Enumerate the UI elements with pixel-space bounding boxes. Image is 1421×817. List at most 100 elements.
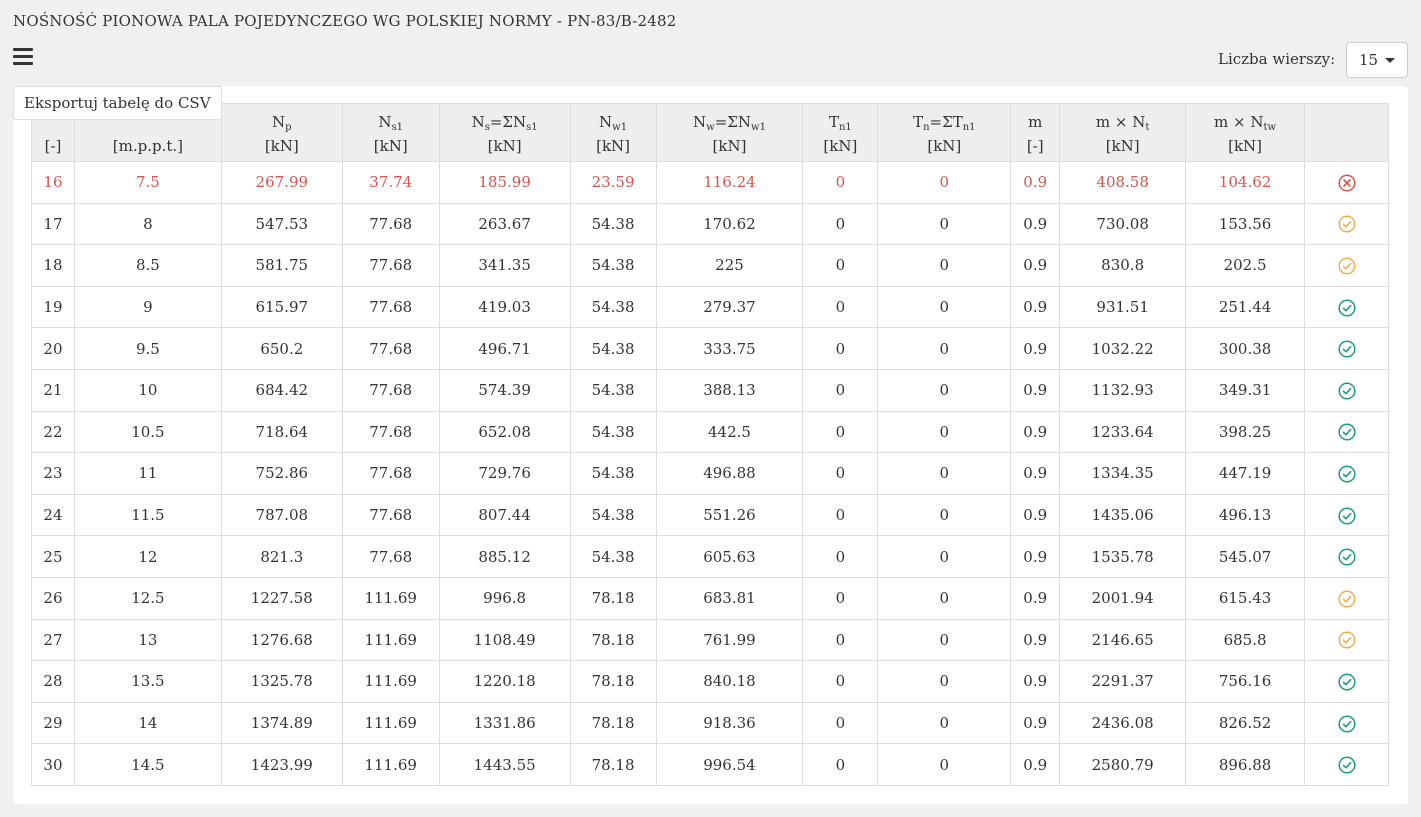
status-ok-check-icon — [1337, 464, 1356, 483]
table-cell: 0.9 — [1010, 285, 1061, 329]
table-cell: 931.51 — [1059, 285, 1187, 329]
table-cell: 496.13 — [1185, 493, 1306, 537]
table-cell: 54.38 — [569, 327, 657, 370]
status-ok-check-icon — [1337, 298, 1356, 317]
table-cell: 787.08 — [220, 493, 343, 537]
table-cell: 0 — [802, 244, 879, 287]
status-cell — [1304, 576, 1389, 620]
status-cell — [1304, 743, 1389, 786]
table-cell: 225 — [655, 244, 804, 287]
table-cell: 0 — [802, 743, 879, 786]
table-cell: 14.5 — [73, 743, 222, 786]
table-cell: 615.97 — [220, 285, 343, 329]
table-cell: 0 — [877, 202, 1012, 246]
table-cell: 153.56 — [1185, 202, 1306, 246]
table-cell: 279.37 — [655, 285, 804, 329]
table-cell: 54.38 — [569, 202, 657, 246]
table-cell: 37.74 — [341, 161, 440, 204]
table-cell: 756.16 — [1185, 660, 1306, 703]
table-cell: 2291.37 — [1059, 660, 1187, 703]
table-cell: 615.43 — [1185, 576, 1306, 620]
status-cell — [1304, 535, 1389, 578]
table-cell: 26 — [31, 576, 75, 620]
table-cell: 20 — [31, 327, 75, 370]
table-cell: 77.68 — [341, 327, 440, 370]
table-cell: 111.69 — [341, 618, 440, 662]
column-header: Tn=ΣTn1 [kN] — [877, 103, 1012, 162]
table-cell: 0.9 — [1010, 410, 1061, 454]
table-cell: 24 — [31, 493, 75, 537]
rows-per-page-select[interactable]: 15 — [1346, 42, 1408, 78]
table-cell: 333.75 — [655, 327, 804, 370]
table-cell: 0.9 — [1010, 202, 1061, 246]
table-cell: 0 — [802, 493, 879, 537]
status-cell — [1304, 285, 1389, 329]
table-cell: 54.38 — [569, 244, 657, 287]
table-cell: 0 — [877, 452, 1012, 495]
column-header-unit: [kN] — [712, 136, 747, 155]
status-cell — [1304, 327, 1389, 370]
table-cell: 545.07 — [1185, 535, 1306, 578]
status-cell — [1304, 660, 1389, 703]
table-cell: 605.63 — [655, 535, 804, 578]
table-cell: 23.59 — [569, 161, 657, 204]
table-cell: 0 — [802, 161, 879, 204]
table-cell: 7.5 — [73, 161, 222, 204]
status-ok-check-icon — [1337, 672, 1356, 691]
table-cell: 9 — [73, 285, 222, 329]
table-cell: 0.9 — [1010, 493, 1061, 537]
hamburger-menu-icon[interactable] — [13, 48, 33, 68]
page-title: NOŚNOŚĆ PIONOWA PALA POJEDYNCZEGO WG POL… — [13, 12, 677, 30]
table-cell: 77.68 — [341, 368, 440, 412]
table-cell: 30 — [31, 743, 75, 786]
status-cell — [1304, 368, 1389, 412]
table-cell: 398.25 — [1185, 410, 1306, 454]
table-cell: 54.38 — [569, 410, 657, 454]
column-header: Ns=ΣNs1 [kN] — [438, 103, 571, 162]
column-header-symbol: Nw1 — [599, 112, 628, 133]
column-header — [1304, 103, 1389, 162]
table-cell: 0 — [802, 618, 879, 662]
table-cell: 0 — [802, 327, 879, 370]
table-cell: 1423.99 — [220, 743, 343, 786]
table-cell: 12 — [73, 535, 222, 578]
column-header: m [-] — [1010, 103, 1061, 162]
table-cell: 807.44 — [438, 493, 571, 537]
table-cell: 0 — [877, 285, 1012, 329]
table-cell: 683.81 — [655, 576, 804, 620]
table-cell: 11.5 — [73, 493, 222, 537]
table-cell: 1032.22 — [1059, 327, 1187, 370]
column-header-symbol: Tn=ΣTn1 — [913, 112, 976, 133]
table-cell: 1227.58 — [220, 576, 343, 620]
table-cell: 349.31 — [1185, 368, 1306, 412]
status-cell — [1304, 244, 1389, 287]
table-cell: 104.62 — [1185, 161, 1306, 204]
status-cell — [1304, 493, 1389, 537]
table-cell: 0.9 — [1010, 535, 1061, 578]
table-cell: 78.18 — [569, 701, 657, 745]
table-cell: 0 — [802, 368, 879, 412]
table-cell: 1276.68 — [220, 618, 343, 662]
table-cell: 896.88 — [1185, 743, 1306, 786]
status-ok-check-icon — [1337, 714, 1356, 733]
table-cell: 77.68 — [341, 535, 440, 578]
table-cell: 0 — [877, 618, 1012, 662]
table-cell: 1132.93 — [1059, 368, 1187, 412]
table-cell: 0.9 — [1010, 743, 1061, 786]
column-header-unit: [kN] — [927, 136, 962, 155]
table-cell: 840.18 — [655, 660, 804, 703]
table-cell: 2436.08 — [1059, 701, 1187, 745]
table-cell: 2001.94 — [1059, 576, 1187, 620]
table-cell: 574.39 — [438, 368, 571, 412]
column-header-symbol: m × Nt — [1095, 112, 1150, 133]
table-cell: 0.9 — [1010, 368, 1061, 412]
table-cell: 0 — [877, 161, 1012, 204]
table-cell: 251.44 — [1185, 285, 1306, 329]
status-error-icon — [1337, 173, 1356, 192]
column-header-symbol: Nw=ΣNw1 — [693, 112, 766, 133]
table-cell: 0 — [802, 202, 879, 246]
table-row: 23 11 752.86 77.68 729.76 54.38 496.88 0 0 0.9 133… — [31, 452, 1389, 495]
status-warning-check-icon — [1337, 214, 1356, 233]
status-cell — [1304, 410, 1389, 454]
export-csv-button[interactable]: Eksportuj tabelę do CSV — [13, 86, 222, 120]
